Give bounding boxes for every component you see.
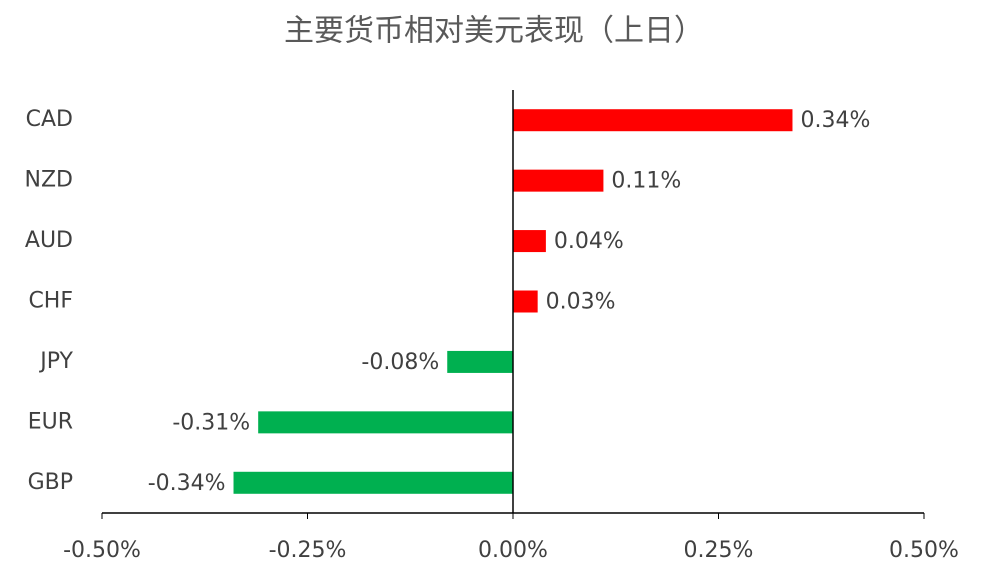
y-tick-label: AUD — [25, 228, 73, 253]
value-label: 0.11% — [611, 169, 681, 194]
value-label: -0.34% — [148, 471, 226, 496]
bar — [513, 169, 604, 192]
x-tick-label: 0.25% — [684, 538, 754, 563]
x-tick-label: -0.50% — [63, 538, 141, 563]
bar — [258, 411, 513, 434]
value-label: -0.08% — [361, 350, 439, 375]
bar — [513, 290, 538, 313]
x-tick-label: 0.00% — [478, 538, 548, 563]
x-tick-label: 0.50% — [889, 538, 959, 563]
x-tick-label: -0.25% — [269, 538, 347, 563]
chart-title: 主要货币相对美元表现（上日） — [284, 14, 704, 49]
bar — [513, 109, 793, 132]
y-tick-label: NZD — [25, 168, 73, 193]
y-tick-label: JPY — [38, 349, 73, 374]
value-label: -0.31% — [172, 410, 250, 435]
bar — [513, 230, 546, 253]
y-tick-label: CHF — [28, 289, 73, 314]
value-label: 0.34% — [800, 108, 870, 133]
y-tick-label: CAD — [26, 107, 73, 132]
y-tick-label: GBP — [28, 470, 73, 495]
value-label: 0.03% — [546, 290, 616, 315]
y-tick-label: EUR — [28, 409, 73, 434]
bar — [447, 350, 513, 373]
bar — [233, 471, 513, 494]
value-label: 0.04% — [554, 229, 624, 254]
